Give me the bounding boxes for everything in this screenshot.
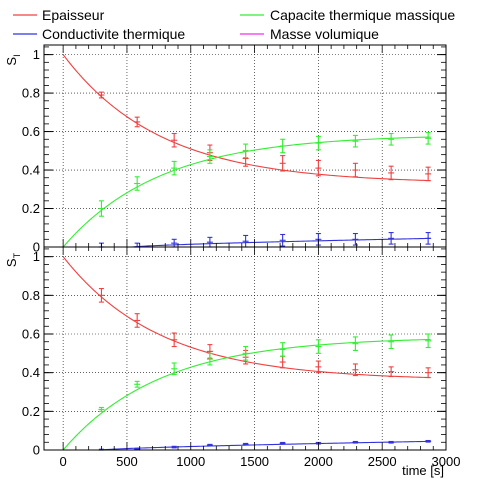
panel-ticks: 0 0.2 0.4 0.6 0.8 1 0 500 1000 1500 2000 2500 3000 (22, 247, 461, 469)
x-tick-label: 1500 (240, 454, 269, 469)
x-tick-label: 3000 (432, 454, 461, 469)
legend: Epaisseur Capacite thermique massique Co… (13, 7, 455, 42)
panel-grid (44, 247, 446, 450)
panel-series (62, 256, 432, 451)
x-tick-label: 1000 (176, 454, 205, 469)
y-tick-label: 0.8 (22, 288, 40, 303)
series-line (62, 136, 431, 248)
y-tick-label: 0 (33, 240, 40, 255)
series-line (63, 440, 431, 451)
y-tick-label: 0.2 (22, 201, 40, 216)
y-tick-label: 0.8 (22, 86, 40, 101)
legend-label-conductivite: Conductivite thermique (42, 26, 185, 42)
panel-grid (44, 45, 446, 247)
y-tick-label: 1 (33, 249, 40, 264)
legend-label-masse: Masse volumique (270, 26, 379, 42)
panel-frame (43, 44, 447, 248)
series-line (62, 54, 431, 182)
x-tick-label: 500 (116, 454, 138, 469)
y-axis-label-first-order: SI (4, 54, 22, 65)
legend-label-epaisseur: Epaisseur (42, 7, 105, 23)
panel-frame (43, 246, 447, 451)
x-tick-label: 2000 (304, 454, 333, 469)
x-axis-label: time [s] (402, 463, 444, 478)
x-tick-label: 2500 (368, 454, 397, 469)
series-line (62, 338, 431, 451)
x-tick-label: 0 (60, 454, 67, 469)
series-line (63, 237, 431, 248)
panel-ticks: 0 0.2 0.4 0.6 0.8 1 (22, 45, 447, 255)
y-tick-label: 0.4 (22, 365, 40, 380)
panel-total-order: 0 0.2 0.4 0.6 0.8 1 0 500 1000 1500 2000 2500 3000 S… (4, 246, 461, 478)
y-tick-label: 0.2 (22, 404, 40, 419)
y-axis-label-total-order: ST (4, 252, 22, 267)
y-tick-label: 0.6 (22, 327, 40, 342)
series-line (62, 256, 431, 379)
legend-label-capacite: Capacite thermique massique (270, 7, 455, 23)
y-tick-label: 0 (33, 443, 40, 458)
y-tick-label: 1 (33, 47, 40, 62)
panel-first-order: 0 0.2 0.4 0.6 0.8 1 SI (4, 44, 447, 255)
panel-series (62, 54, 432, 248)
y-tick-label: 0.6 (22, 124, 40, 139)
y-tick-label: 0.4 (22, 163, 40, 178)
